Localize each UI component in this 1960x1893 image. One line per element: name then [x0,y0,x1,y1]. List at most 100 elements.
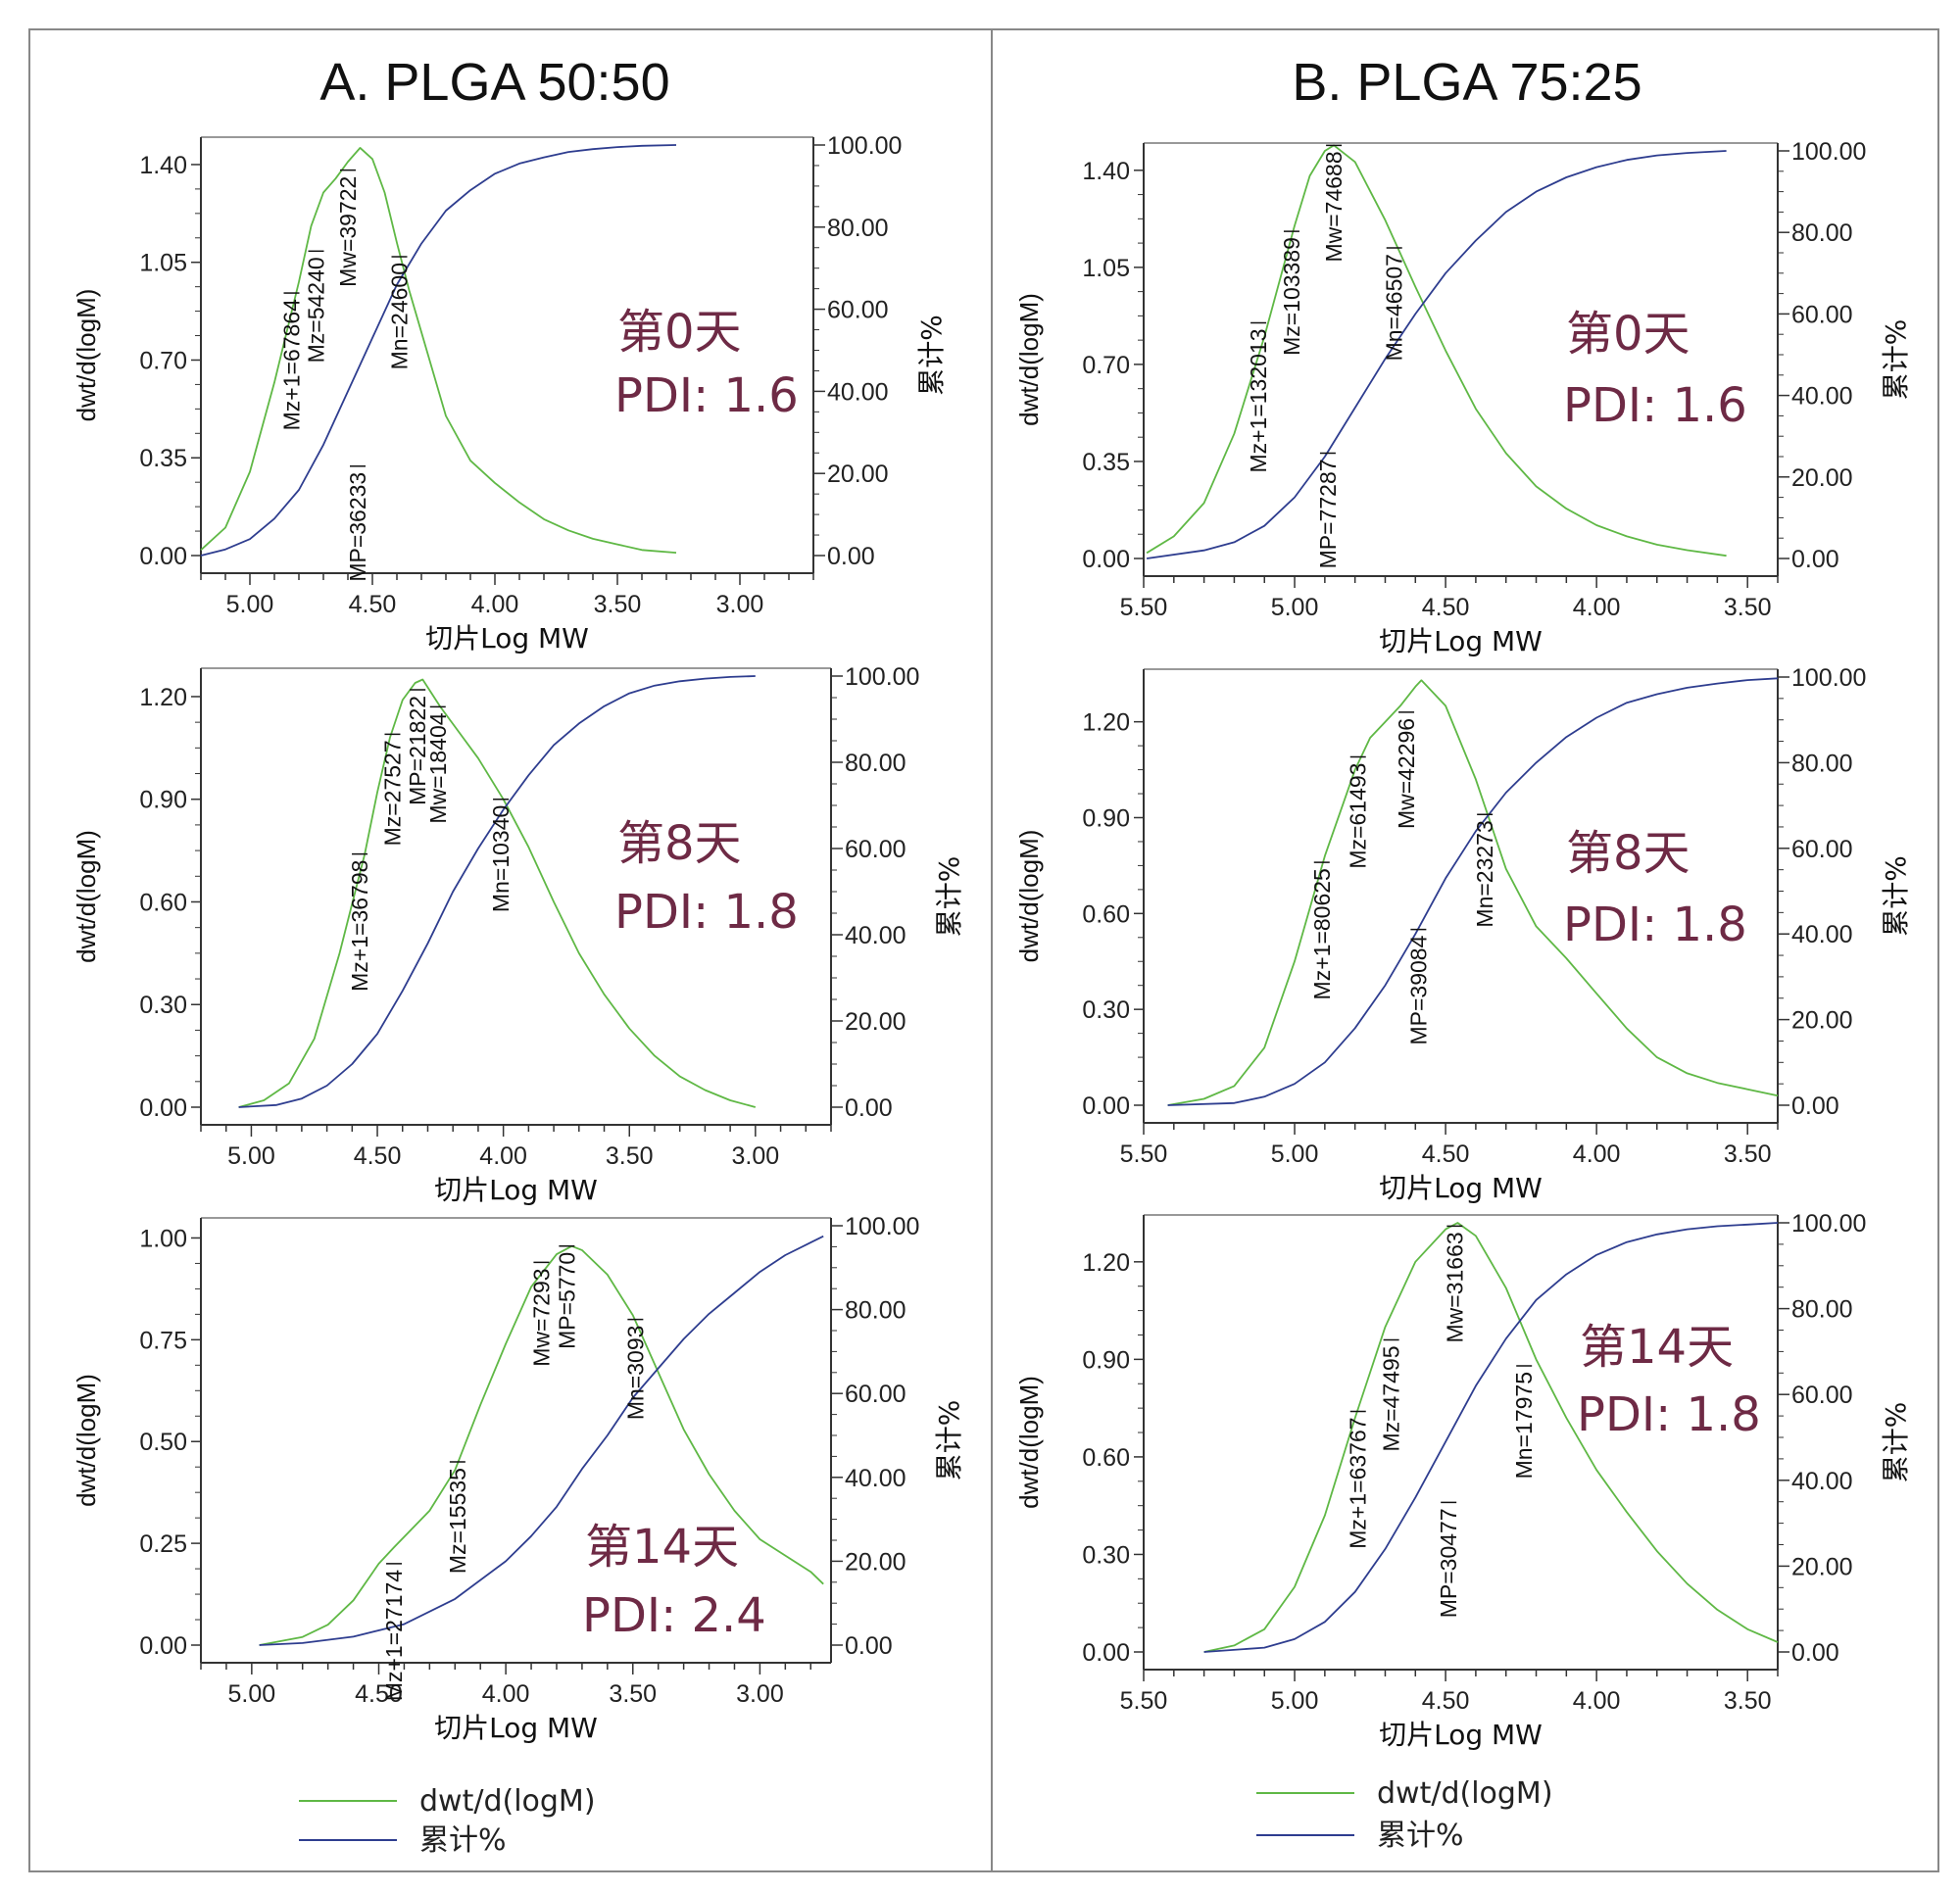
chart-5: 5.50 5.00 4.50 4.00 3.50 0.00 0.30 0.60 0.90 1.20… [1014,664,1912,1204]
y2-tick-label: 100.00 [1791,138,1866,166]
legend-b-cum-label: 累计% [1377,1819,1464,1853]
y-axis-label: dwt/d(logM) [1014,830,1044,963]
marker-label: MP=5770 [554,1252,579,1349]
x-tick-label: 3.50 [606,1142,654,1170]
marker-label: Mw=42296 [1394,718,1419,829]
dwt-series-line [200,146,677,554]
y-tick-label: 1.05 [1082,255,1130,282]
y2-tick-label: 0.00 [1791,546,1839,573]
dwt-series-line [259,1244,824,1646]
x-tick-label: 5.00 [1271,594,1319,621]
y2-tick-label: 60.00 [1791,1382,1853,1409]
y2-tick-label: 20.00 [1791,1007,1853,1035]
y-axis-label: dwt/d(logM) [72,1374,101,1507]
legend-b: dwt/d(logM) 累计% [1256,1776,1553,1853]
marker-label: Mn=46507 [1382,254,1407,361]
x-tick-label: 5.00 [1271,1141,1319,1168]
marker-label: Mz=61493 [1346,763,1371,869]
y-tick-label: 0.70 [1082,352,1130,379]
marker-label: Mw=31663 [1442,1232,1467,1342]
y2-tick-label: 40.00 [1791,383,1853,411]
pdi-label: PDI: 1.6 [1563,378,1747,433]
cumulative-series-line [200,144,677,557]
y-tick-label: 0.00 [1082,546,1130,573]
y2-tick-label: 20.00 [827,461,889,488]
y2-tick-label: 100.00 [1791,664,1866,692]
y-tick-label: 0.75 [139,1327,187,1354]
x-tick-label: 4.00 [479,1142,527,1170]
x-tick-label: 5.50 [1120,594,1168,621]
y-tick-label: 0.90 [1082,804,1130,832]
pdi-label: PDI: 1.6 [614,368,799,423]
chart-4: 5.50 5.00 4.50 4.00 3.50 0.00 0.35 0.70 1.05 1.40… [1014,138,1912,657]
y-tick-label: 0.90 [1082,1346,1130,1374]
x-tick-label: 4.00 [471,591,519,618]
marker-label: MP=77287 [1315,459,1341,568]
marker-label: MP=39084 [1405,935,1431,1044]
y-axis-label: dwt/d(logM) [72,289,101,422]
y2-tick-label: 60.00 [1791,836,1853,863]
y-tick-label: 0.35 [1082,449,1130,476]
y-tick-label: 0.00 [139,543,187,570]
y2-axis-label: 累计% [915,315,948,396]
x-tick-label: 5.00 [226,591,274,618]
y-tick-label: 0.50 [139,1429,187,1456]
y2-tick-label: 80.00 [1791,219,1853,247]
y2-tick-label: 80.00 [845,1297,906,1325]
y-tick-label: 1.40 [1082,158,1130,185]
day-label: 第0天 [617,305,742,360]
legend-a-cum-label: 累计% [419,1823,507,1858]
day-label: 第8天 [1566,826,1690,881]
y-tick-label: 1.40 [139,152,187,179]
y2-tick-label: 80.00 [1791,1296,1853,1324]
x-tick-label: 4.50 [1422,594,1470,621]
y2-tick-label: 40.00 [1791,1468,1853,1495]
marker-label: MP=21822 [405,696,430,805]
panel-a-title: A. PLGA 50:50 [319,53,669,112]
day-label: 第0天 [1566,307,1690,362]
y-tick-label: 1.05 [139,250,187,277]
marker-label: Mz=47495 [1379,1345,1404,1451]
y-tick-label: 0.60 [1082,1444,1130,1472]
x-tick-label: 3.50 [609,1680,657,1708]
pdi-label: PDI: 2.4 [582,1588,766,1643]
y2-axis-label: 累计% [1880,1402,1912,1483]
x-tick-label: 5.00 [1271,1687,1319,1715]
x-tick-label: 4.00 [482,1680,530,1708]
marker-label: Mz=27527 [379,740,405,846]
y2-tick-label: 0.00 [827,543,875,570]
y-tick-label: 1.20 [139,684,187,711]
marker-label: Mz+1=80625 [1309,868,1335,999]
y2-axis-label: 累计% [1880,319,1912,401]
y-tick-label: 0.35 [139,445,187,472]
x-axis-label: 切片Log MW [425,622,589,655]
cumulative-series-line [1167,677,1779,1106]
y-tick-label: 1.20 [1082,709,1130,737]
day-label: 第14天 [585,1520,739,1575]
y2-tick-label: 60.00 [827,297,889,324]
x-tick-label: 4.50 [355,1680,403,1708]
x-tick-label: 4.00 [1573,1141,1621,1168]
y2-tick-label: 0.00 [845,1094,893,1122]
y2-tick-label: 100.00 [845,1213,919,1240]
marker-label: Mn=23273 [1472,820,1497,927]
panel-b-title: B. PLGA 75:25 [1292,53,1642,112]
y-tick-label: 0.00 [1082,1639,1130,1667]
marker-label: Mn=10340 [488,805,514,912]
marker-label: Mn=3093 [622,1326,648,1421]
pdi-label: PDI: 1.8 [1577,1387,1761,1442]
x-tick-label: 4.50 [1422,1687,1470,1715]
y-tick-label: 0.70 [139,347,187,374]
x-axis-label: 切片Log MW [1379,625,1543,657]
x-axis-label: 切片Log MW [1379,1172,1543,1204]
x-tick-label: 4.50 [1422,1141,1470,1168]
x-tick-label: 5.50 [1120,1687,1168,1715]
marker-label: Mz=103389 [1279,237,1304,356]
marker-label: Mw=74688 [1321,151,1347,262]
marker-label: Mz+1=36798 [347,860,372,992]
cumulative-series-line [259,1235,824,1646]
y-tick-label: 0.00 [1082,1092,1130,1120]
y2-tick-label: 0.00 [1791,1092,1839,1120]
y2-tick-label: 0.00 [845,1632,893,1660]
y2-tick-label: 20.00 [845,1008,906,1036]
